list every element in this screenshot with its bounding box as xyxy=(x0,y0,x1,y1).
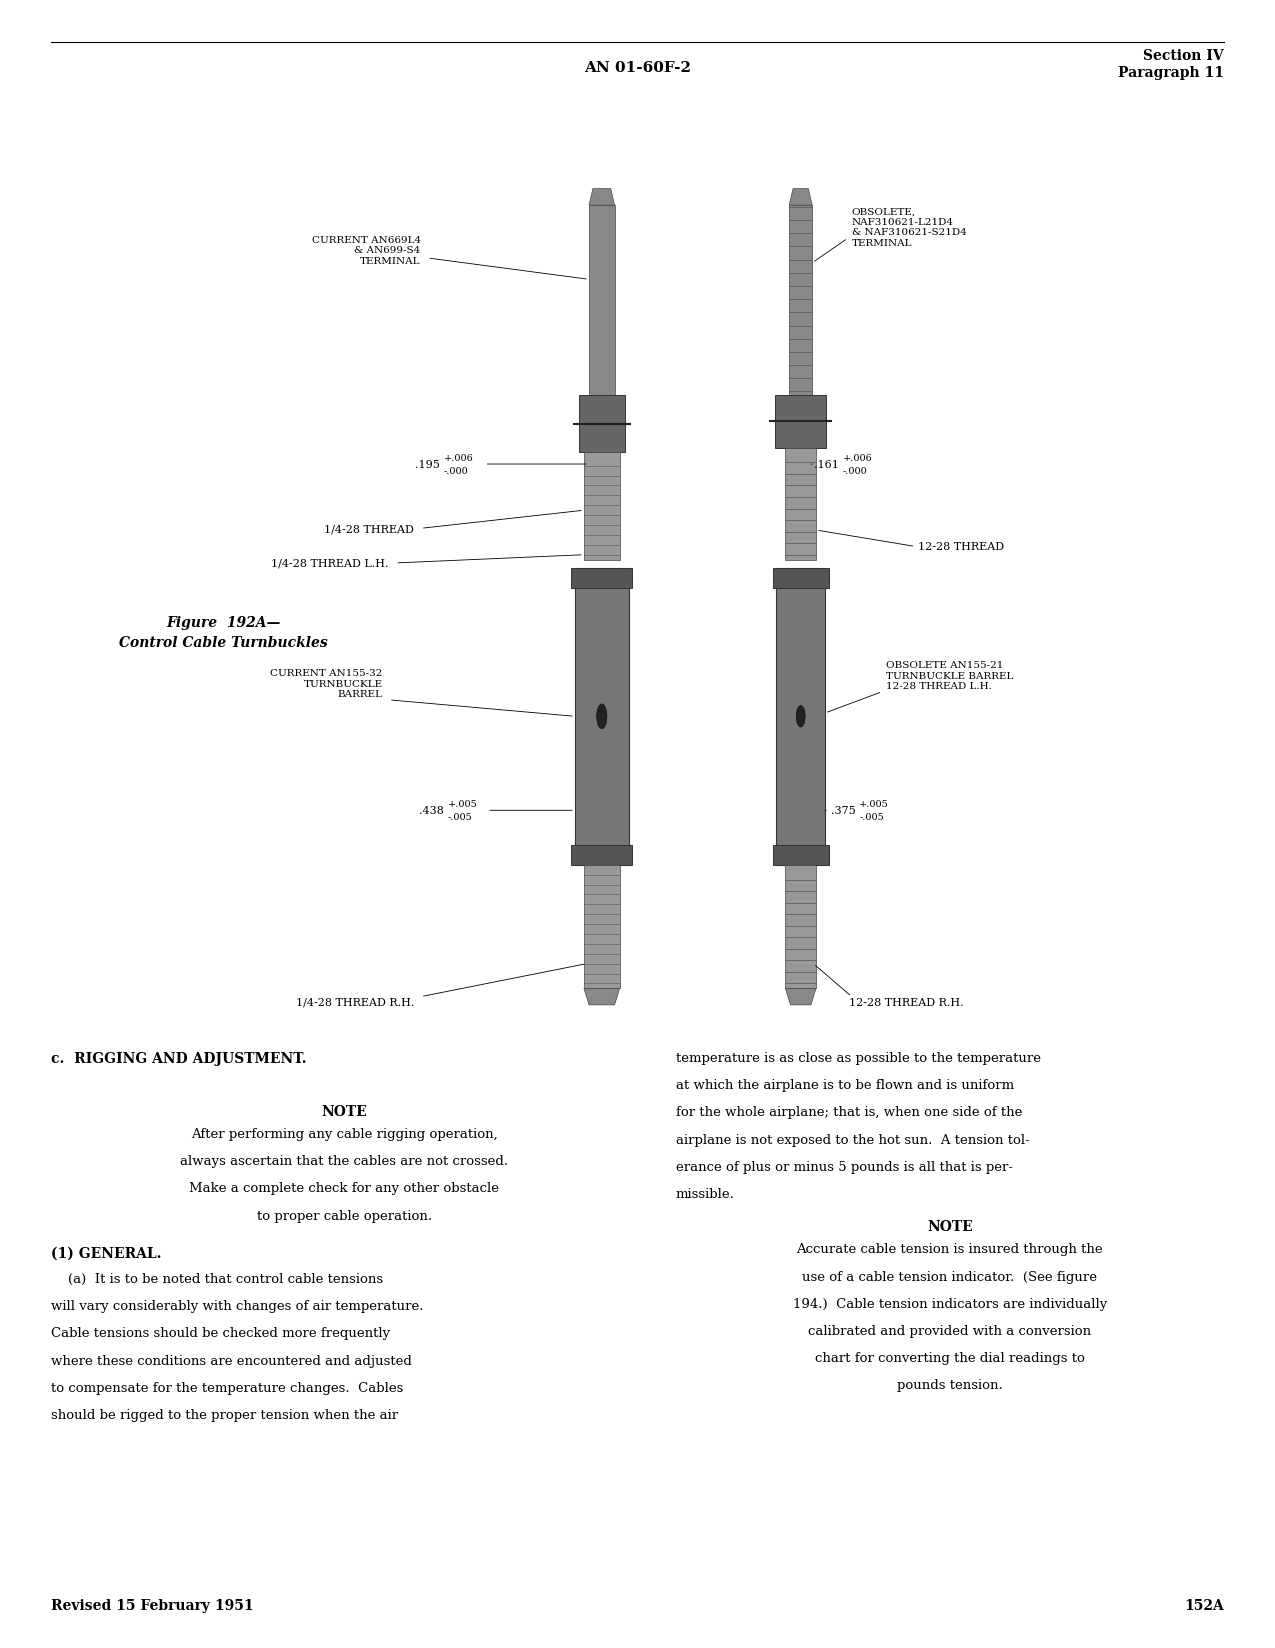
Text: 1/4-28 THREAD: 1/4-28 THREAD xyxy=(325,524,414,534)
Text: Revised 15 February 1951: Revised 15 February 1951 xyxy=(51,1599,254,1612)
Text: .375: .375 xyxy=(831,806,856,816)
Text: 1/4-28 THREAD R.H.: 1/4-28 THREAD R.H. xyxy=(296,997,414,1007)
Text: +.006: +.006 xyxy=(444,453,473,463)
Text: 152A: 152A xyxy=(1184,1599,1224,1612)
Text: to proper cable operation.: to proper cable operation. xyxy=(256,1210,432,1221)
Polygon shape xyxy=(785,989,816,1005)
Text: OBSOLETE AN155-21
TURNBUCKLE BARREL
12-28 THREAD L.H.: OBSOLETE AN155-21 TURNBUCKLE BARREL 12-2… xyxy=(886,661,1014,691)
Text: Accurate cable tension is insured through the: Accurate cable tension is insured throug… xyxy=(797,1243,1103,1256)
Text: .161: .161 xyxy=(813,460,839,470)
FancyBboxPatch shape xyxy=(773,569,829,588)
Text: always ascertain that the cables are not crossed.: always ascertain that the cables are not… xyxy=(180,1155,509,1167)
Text: for the whole airplane; that is, when one side of the: for the whole airplane; that is, when on… xyxy=(676,1106,1023,1119)
Text: .438: .438 xyxy=(418,806,444,816)
Text: missible.: missible. xyxy=(676,1188,734,1200)
Polygon shape xyxy=(589,190,615,206)
Text: 194.)  Cable tension indicators are individually: 194.) Cable tension indicators are indiv… xyxy=(793,1297,1107,1310)
FancyBboxPatch shape xyxy=(776,569,825,865)
Text: pounds tension.: pounds tension. xyxy=(898,1378,1002,1391)
Text: CURRENT AN669L4
& AN699-S4
TERMINAL: CURRENT AN669L4 & AN699-S4 TERMINAL xyxy=(311,236,421,265)
Text: Figure  192A—: Figure 192A— xyxy=(166,616,280,630)
FancyBboxPatch shape xyxy=(589,206,615,396)
Text: -.000: -.000 xyxy=(843,466,867,476)
Ellipse shape xyxy=(597,705,607,730)
Text: airplane is not exposed to the hot sun.  A tension tol-: airplane is not exposed to the hot sun. … xyxy=(676,1134,1029,1145)
Text: +.005: +.005 xyxy=(448,799,477,809)
Text: (1) GENERAL.: (1) GENERAL. xyxy=(51,1246,162,1259)
FancyBboxPatch shape xyxy=(584,453,620,560)
Text: calibrated and provided with a conversion: calibrated and provided with a conversio… xyxy=(808,1325,1091,1337)
Polygon shape xyxy=(584,989,620,1005)
FancyBboxPatch shape xyxy=(579,396,625,453)
Text: .195: .195 xyxy=(414,460,440,470)
Text: c.  RIGGING AND ADJUSTMENT.: c. RIGGING AND ADJUSTMENT. xyxy=(51,1051,306,1065)
Text: -.005: -.005 xyxy=(859,812,884,822)
Text: temperature is as close as possible to the temperature: temperature is as close as possible to t… xyxy=(676,1051,1040,1065)
Text: +.006: +.006 xyxy=(843,453,872,463)
FancyBboxPatch shape xyxy=(571,569,632,588)
Text: 12-28 THREAD: 12-28 THREAD xyxy=(918,542,1005,552)
FancyBboxPatch shape xyxy=(789,206,812,396)
Text: where these conditions are encountered and adjusted: where these conditions are encountered a… xyxy=(51,1355,412,1366)
FancyBboxPatch shape xyxy=(773,845,829,865)
Text: Cable tensions should be checked more frequently: Cable tensions should be checked more fr… xyxy=(51,1327,390,1340)
FancyBboxPatch shape xyxy=(775,396,826,448)
FancyBboxPatch shape xyxy=(785,865,816,989)
Text: Paragraph 11: Paragraph 11 xyxy=(1118,66,1224,79)
Text: 1/4-28 THREAD L.H.: 1/4-28 THREAD L.H. xyxy=(272,559,389,569)
Text: use of a cable tension indicator.  (See figure: use of a cable tension indicator. (See f… xyxy=(802,1271,1098,1282)
Text: to compensate for the temperature changes.  Cables: to compensate for the temperature change… xyxy=(51,1381,403,1394)
Text: Make a complete check for any other obstacle: Make a complete check for any other obst… xyxy=(189,1182,500,1195)
Text: will vary considerably with changes of air temperature.: will vary considerably with changes of a… xyxy=(51,1299,423,1312)
FancyBboxPatch shape xyxy=(584,865,620,989)
Text: erance of plus or minus 5 pounds is all that is per-: erance of plus or minus 5 pounds is all … xyxy=(676,1160,1012,1173)
Text: AN 01-60F-2: AN 01-60F-2 xyxy=(584,61,691,74)
Ellipse shape xyxy=(796,707,806,728)
Text: NOTE: NOTE xyxy=(321,1104,367,1117)
FancyBboxPatch shape xyxy=(575,569,629,865)
Text: Control Cable Turnbuckles: Control Cable Turnbuckles xyxy=(119,636,328,649)
Text: After performing any cable rigging operation,: After performing any cable rigging opera… xyxy=(191,1127,497,1140)
Text: at which the airplane is to be flown and is uniform: at which the airplane is to be flown and… xyxy=(676,1079,1014,1091)
Text: -.005: -.005 xyxy=(448,812,472,822)
Text: CURRENT AN155-32
TURNBUCKLE
BARREL: CURRENT AN155-32 TURNBUCKLE BARREL xyxy=(270,669,382,699)
Text: (a)  It is to be noted that control cable tensions: (a) It is to be noted that control cable… xyxy=(51,1272,382,1285)
Text: chart for converting the dial readings to: chart for converting the dial readings t… xyxy=(815,1351,1085,1365)
Polygon shape xyxy=(789,190,812,206)
Text: +.005: +.005 xyxy=(859,799,889,809)
Text: Section IV: Section IV xyxy=(1144,49,1224,63)
Text: OBSOLETE,
NAF310621-L21D4
& NAF310621-S21D4
TERMINAL: OBSOLETE, NAF310621-L21D4 & NAF310621-S2… xyxy=(852,208,966,247)
FancyBboxPatch shape xyxy=(785,448,816,560)
Text: NOTE: NOTE xyxy=(927,1220,973,1233)
Text: should be rigged to the proper tension when the air: should be rigged to the proper tension w… xyxy=(51,1407,398,1421)
Text: 12-28 THREAD R.H.: 12-28 THREAD R.H. xyxy=(849,997,964,1007)
Text: -.000: -.000 xyxy=(444,466,468,476)
FancyBboxPatch shape xyxy=(571,845,632,865)
